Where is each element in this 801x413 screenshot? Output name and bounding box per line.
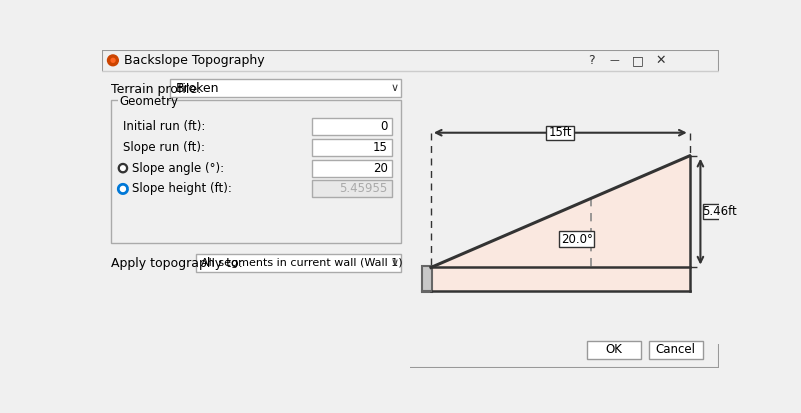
Text: 0: 0 [380,120,388,133]
Bar [196,254,400,272]
Text: Initial run (ft):: Initial run (ft): [123,120,205,133]
Bar [312,118,392,135]
Bar [170,79,400,97]
Text: OK: OK [606,343,622,356]
Circle shape [119,164,127,173]
Text: Backslope Topography: Backslope Topography [123,54,264,67]
Circle shape [121,166,125,171]
Text: Broken: Broken [176,81,219,95]
Text: Terrain profile:: Terrain profile: [111,83,202,96]
Text: 20: 20 [373,161,388,175]
Polygon shape [431,156,690,268]
Text: 15ft: 15ft [549,126,572,139]
Bar [702,204,737,219]
Bar [431,268,690,291]
Bar [312,139,392,156]
Bar [103,71,410,368]
Text: ?: ? [588,54,594,67]
Text: Cancel: Cancel [656,343,696,356]
Text: 15: 15 [373,141,388,154]
Text: ∨: ∨ [391,258,399,268]
Bar [587,341,641,359]
Text: Apply topography to:: Apply topography to: [111,257,244,270]
Bar [649,341,702,359]
Circle shape [107,55,119,66]
Bar [118,97,167,106]
Bar [546,126,574,140]
Text: Geometry: Geometry [119,95,178,108]
Text: 5.46ft: 5.46ft [702,205,737,218]
Text: □: □ [631,54,643,67]
Text: ∨: ∨ [391,83,399,93]
Text: 20.0°: 20.0° [561,233,593,245]
Text: ●: ● [110,57,116,63]
Text: —: — [610,55,619,65]
Bar [421,266,433,292]
Bar [111,100,400,243]
Text: Slope height (ft):: Slope height (ft): [132,183,232,195]
Circle shape [119,184,127,194]
Bar [312,180,392,197]
Text: All segments in current wall (Wall 1): All segments in current wall (Wall 1) [201,258,402,268]
Text: Slope angle (°):: Slope angle (°): [132,161,224,175]
Bar [312,160,392,177]
Bar [559,231,594,247]
Text: 5.45955: 5.45955 [340,183,388,195]
Bar [410,71,719,344]
Text: Slope run (ft):: Slope run (ft): [123,141,205,154]
Text: ✕: ✕ [655,54,666,67]
